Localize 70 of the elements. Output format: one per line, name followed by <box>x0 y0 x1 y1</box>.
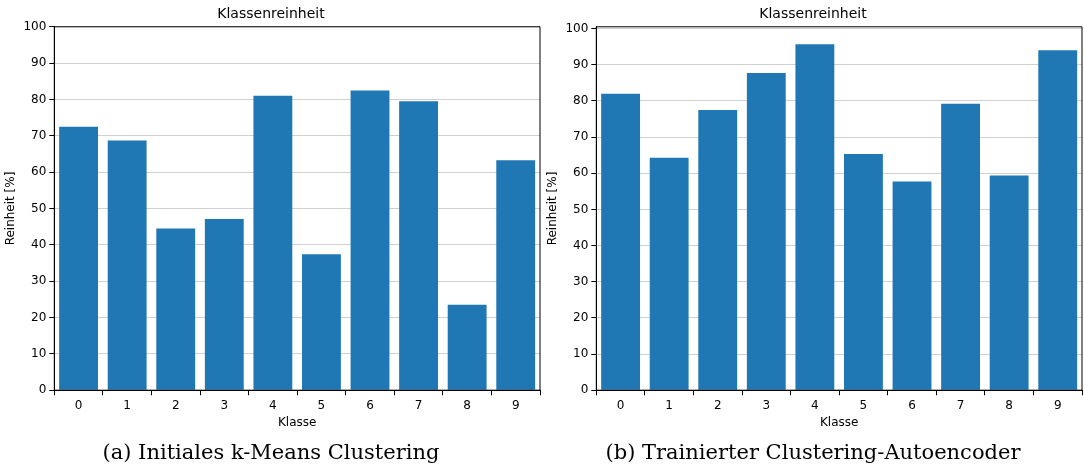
x-tick-label: 9 <box>1053 397 1062 412</box>
bar <box>795 44 835 390</box>
y-tick-label: 20 <box>31 309 47 324</box>
y-tick-label: 40 <box>573 237 589 252</box>
x-tick-label: 1 <box>123 397 131 412</box>
y-tick-label: 100 <box>565 20 589 35</box>
y-tick-label: 50 <box>31 200 47 215</box>
bar <box>496 160 536 390</box>
bar <box>59 126 99 390</box>
x-tick-label: 7 <box>956 397 965 412</box>
y-tick-label: 90 <box>31 55 47 70</box>
y-tick-label: 10 <box>573 346 589 361</box>
bar <box>941 103 980 390</box>
x-tick-label: 6 <box>908 397 916 412</box>
y-tick-label: 90 <box>573 56 589 71</box>
y-tick-label: 80 <box>573 93 589 108</box>
bar <box>253 95 293 390</box>
bar <box>156 228 196 390</box>
bar <box>698 109 738 390</box>
y-tick-label: 0 <box>38 382 47 397</box>
x-tick-label: 7 <box>414 397 423 412</box>
y-tick-label: 60 <box>31 164 47 179</box>
bar <box>107 140 147 390</box>
y-tick-label: 30 <box>31 273 47 288</box>
bar <box>892 181 932 390</box>
y-tick-label: 70 <box>573 129 589 144</box>
bar <box>399 101 438 390</box>
bar <box>1038 50 1078 390</box>
x-tick-label: 1 <box>665 397 673 412</box>
y-tick-label: 60 <box>573 165 589 180</box>
chart-title: Klassenreinheit <box>759 5 868 22</box>
x-tick-label: 2 <box>713 397 722 412</box>
bar <box>844 154 883 390</box>
chart-title: Klassenreinheit <box>217 5 326 22</box>
bar <box>649 157 689 390</box>
x-tick-label: 4 <box>269 397 277 412</box>
bar <box>350 90 390 390</box>
y-tick-label: 50 <box>573 201 589 216</box>
bar <box>204 219 244 390</box>
text: (a) Initiales k-Means Clustering <box>101 440 441 464</box>
y-tick-label: 10 <box>31 345 47 360</box>
x-tick-label: 3 <box>220 397 229 412</box>
x-tick-label: 5 <box>859 397 868 412</box>
y-tick-label: 30 <box>573 273 589 288</box>
x-tick-label: 3 <box>762 397 771 412</box>
y-tick-label: 70 <box>31 127 47 142</box>
y-tick-label: 100 <box>23 18 47 33</box>
y-axis-title: Reinheit [%] <box>545 171 560 246</box>
x-tick-label: 2 <box>171 397 180 412</box>
x-tick-label: 8 <box>1005 397 1013 412</box>
y-axis-title: Reinheit [%] <box>3 171 18 246</box>
x-tick-label: 5 <box>317 397 326 412</box>
x-tick-label: 8 <box>463 397 471 412</box>
x-tick-label: 9 <box>511 397 520 412</box>
y-tick-label: 0 <box>580 382 589 397</box>
bar <box>746 73 786 390</box>
y-tick-label: 80 <box>31 91 47 106</box>
x-tick-label: 0 <box>74 397 83 412</box>
x-tick-label: 6 <box>366 397 374 412</box>
bar <box>447 304 487 390</box>
x-tick-label: 0 <box>616 397 625 412</box>
y-tick-label: 20 <box>573 310 589 325</box>
bar <box>989 175 1029 390</box>
x-axis-title: Klasse <box>277 414 317 429</box>
y-tick-label: 40 <box>31 236 47 251</box>
bar <box>302 254 341 390</box>
text: (b) Trainierter Clustering-Autoencoder <box>604 440 1022 464</box>
x-axis-title: Klasse <box>819 414 859 429</box>
x-tick-label: 4 <box>811 397 819 412</box>
bar <box>601 93 641 390</box>
